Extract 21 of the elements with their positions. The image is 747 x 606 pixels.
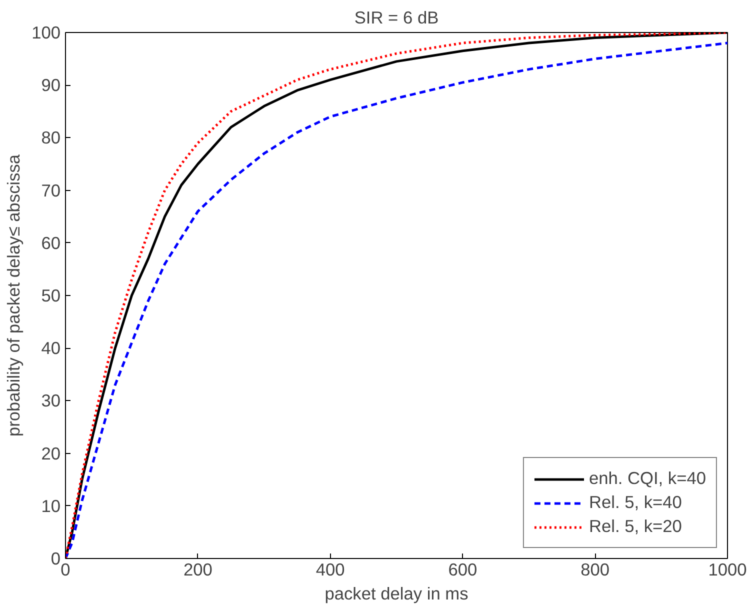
y-tick-label: 60 (41, 232, 61, 253)
x-tick-label: 600 (448, 560, 478, 580)
x-axis-title: packet delay in ms (324, 584, 469, 604)
legend-label: enh. CQI, k=40 (588, 468, 706, 489)
y-tick-label: 70 (41, 180, 61, 200)
y-tick-label: 40 (41, 338, 61, 358)
x-tick-label: 400 (316, 560, 345, 580)
x-tick-label: 1000 (708, 560, 747, 580)
y-tick-label: 100 (32, 22, 61, 42)
chart-title: SIR = 6 dB (354, 8, 439, 28)
y-tick-label: 30 (41, 390, 61, 411)
y-tick-label: 50 (41, 286, 61, 306)
x-tick-label: 800 (580, 560, 610, 580)
legend-label: Rel. 5, k=20 (588, 516, 682, 537)
y-tick-label: 90 (41, 75, 61, 96)
y-tick-label: 80 (41, 128, 61, 148)
x-tick-label: 200 (183, 560, 212, 580)
legend-label: Rel. 5, k=40 (588, 492, 682, 513)
y-tick-label: 20 (41, 443, 61, 464)
y-tick-label: 10 (41, 496, 61, 516)
y-axis-title: probability of packet delay≤ abscissa (4, 154, 24, 437)
